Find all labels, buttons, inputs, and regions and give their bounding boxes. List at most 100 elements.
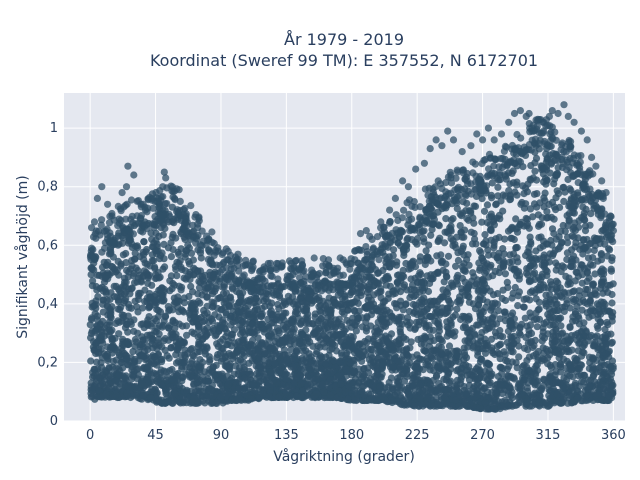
data-point-4318 (222, 392, 230, 400)
data-point-4908 (377, 325, 385, 333)
data-point-4257 (109, 253, 117, 261)
data-point-3765 (386, 309, 394, 317)
data-point-3432 (172, 370, 180, 378)
data-point-4420 (376, 383, 384, 391)
data-point-4330 (241, 304, 249, 312)
data-point-3231 (564, 221, 572, 230)
data-point-3241 (241, 384, 249, 392)
data-point-4563 (164, 336, 173, 344)
data-point-3902 (139, 304, 147, 312)
data-point-4209 (522, 214, 530, 223)
data-point-4766 (199, 397, 207, 405)
data-point-3257 (166, 367, 174, 375)
data-point-3916 (164, 302, 172, 311)
data-point-4827 (424, 361, 432, 369)
data-point-4585 (266, 382, 274, 390)
data-point-4761 (249, 380, 257, 388)
data-point-4980 (326, 319, 334, 327)
data-point-4701 (128, 240, 136, 248)
data-point-3010 (484, 324, 492, 332)
data-point-2426 (93, 286, 101, 294)
data-point-3953 (470, 219, 478, 227)
data-point-3729 (578, 306, 586, 314)
data-point-2796 (155, 330, 163, 338)
data-point-4530 (319, 297, 327, 305)
data-point-4668 (525, 366, 533, 374)
data-point-4942 (571, 379, 580, 387)
data-point-3659 (606, 281, 614, 289)
data-point-4880 (114, 371, 123, 379)
data-point-2058 (427, 231, 435, 239)
data-point-3027 (163, 352, 171, 360)
data-point-4027 (555, 233, 563, 241)
data-point-3936 (240, 374, 248, 382)
data-point-4716 (554, 288, 562, 296)
data-point-3952 (585, 313, 593, 321)
data-point-4671 (598, 374, 606, 382)
data-point-4929 (509, 348, 517, 356)
data-point-3836 (121, 324, 130, 332)
data-point-1263 (534, 211, 543, 219)
data-point-4441 (555, 314, 563, 322)
data-point-3456 (168, 233, 176, 241)
data-point-4797 (147, 394, 155, 402)
data-point-4335 (420, 227, 428, 235)
data-point-4684 (196, 279, 204, 287)
data-point-4647 (111, 334, 119, 342)
data-point-4967 (608, 256, 616, 265)
data-point-3793 (131, 249, 139, 257)
data-point-4438 (190, 395, 198, 403)
data-point-4965 (540, 349, 548, 357)
data-point-4902 (192, 300, 200, 308)
data-point-2876 (187, 360, 195, 368)
data-point-1482 (130, 327, 138, 335)
data-point-4271 (369, 335, 377, 343)
data-point-1001 (501, 296, 510, 305)
data-point-4486 (427, 347, 436, 355)
data-point-1835 (444, 296, 452, 304)
data-point-4443 (357, 291, 365, 300)
data-point-4595 (560, 307, 568, 315)
data-point-2020 (569, 225, 577, 233)
data-point-3959 (494, 349, 502, 357)
data-point-4299 (518, 320, 526, 328)
data-point-4058 (586, 291, 595, 299)
data-point-4941 (496, 355, 504, 363)
data-point-2978 (536, 255, 544, 263)
data-point-4906 (222, 289, 230, 297)
data-point-4939 (116, 287, 124, 295)
data-point-1952 (493, 300, 502, 308)
data-point-3531 (122, 259, 130, 267)
data-point-4755 (381, 353, 389, 361)
data-point-3152 (512, 215, 520, 223)
data-point-4752 (387, 397, 395, 405)
data-point-3022 (464, 292, 472, 300)
data-point-4943 (164, 398, 172, 406)
data-point-2285 (582, 205, 590, 213)
data-point-1561 (196, 356, 204, 364)
data-point-3943 (234, 316, 242, 324)
data-point-2391 (407, 275, 415, 283)
data-point-4909 (163, 376, 171, 384)
data-point-4853 (471, 305, 480, 313)
data-point-4704 (545, 313, 554, 321)
data-point-4011 (442, 268, 450, 276)
data-point-3854 (400, 333, 408, 342)
data-point-4398 (348, 300, 356, 308)
data-point-4650 (599, 381, 607, 389)
data-point-4785 (128, 284, 136, 292)
data-point-4782 (414, 278, 422, 286)
data-point-2544 (497, 197, 505, 205)
data-point-131 (501, 270, 509, 278)
data-point-3493 (529, 260, 538, 268)
data-point-2909 (442, 288, 451, 296)
data-point-4975 (146, 262, 154, 270)
data-point-4421 (556, 399, 565, 407)
data-point-4305 (585, 240, 594, 248)
data-point-2263 (533, 190, 541, 198)
data-point-4884 (433, 347, 441, 355)
data-point-3373 (180, 308, 188, 316)
data-point-4702 (475, 367, 483, 375)
data-point-4186 (545, 402, 553, 410)
data-point-1809 (171, 262, 179, 270)
